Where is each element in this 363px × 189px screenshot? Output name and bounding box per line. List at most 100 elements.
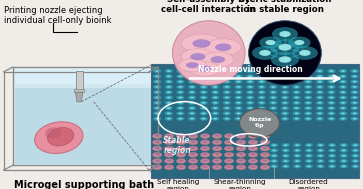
Ellipse shape <box>330 112 333 114</box>
Ellipse shape <box>211 90 219 94</box>
Ellipse shape <box>179 59 207 72</box>
Ellipse shape <box>188 134 198 139</box>
Text: Shear-thinning
region: Shear-thinning region <box>213 179 266 189</box>
Ellipse shape <box>237 81 240 82</box>
Ellipse shape <box>200 165 210 170</box>
Ellipse shape <box>200 159 210 163</box>
Ellipse shape <box>342 166 346 167</box>
Ellipse shape <box>246 106 254 110</box>
Ellipse shape <box>353 112 356 114</box>
Ellipse shape <box>306 70 310 72</box>
Ellipse shape <box>179 135 183 136</box>
Ellipse shape <box>272 76 275 77</box>
Ellipse shape <box>225 118 229 120</box>
Ellipse shape <box>224 159 234 163</box>
Ellipse shape <box>225 76 229 77</box>
Ellipse shape <box>172 21 245 85</box>
Ellipse shape <box>246 69 254 73</box>
Ellipse shape <box>306 91 310 93</box>
Ellipse shape <box>317 149 325 152</box>
Ellipse shape <box>237 70 240 72</box>
Ellipse shape <box>270 164 278 168</box>
Ellipse shape <box>200 90 208 94</box>
Ellipse shape <box>190 62 220 76</box>
Ellipse shape <box>272 70 275 72</box>
Ellipse shape <box>155 141 159 143</box>
Ellipse shape <box>351 69 359 73</box>
Ellipse shape <box>330 160 334 162</box>
Ellipse shape <box>248 102 252 104</box>
Ellipse shape <box>351 80 359 84</box>
Ellipse shape <box>152 159 162 163</box>
Ellipse shape <box>248 70 252 72</box>
Ellipse shape <box>272 144 276 146</box>
Ellipse shape <box>293 159 301 163</box>
Ellipse shape <box>342 155 346 156</box>
Ellipse shape <box>248 118 252 120</box>
Ellipse shape <box>293 74 301 78</box>
Ellipse shape <box>258 74 266 78</box>
Ellipse shape <box>153 112 161 115</box>
Ellipse shape <box>316 117 324 121</box>
Ellipse shape <box>167 141 171 143</box>
Ellipse shape <box>319 144 322 146</box>
Ellipse shape <box>316 96 324 99</box>
Bar <box>13 67 158 165</box>
Ellipse shape <box>182 34 221 53</box>
Ellipse shape <box>211 74 219 78</box>
Ellipse shape <box>295 160 299 162</box>
Ellipse shape <box>258 106 266 110</box>
Ellipse shape <box>339 112 347 115</box>
Ellipse shape <box>342 150 346 151</box>
Bar <box>74 89 84 92</box>
Ellipse shape <box>248 134 258 139</box>
Ellipse shape <box>339 80 347 84</box>
Ellipse shape <box>289 37 310 48</box>
Ellipse shape <box>270 143 278 147</box>
Ellipse shape <box>304 112 312 115</box>
Ellipse shape <box>205 39 241 56</box>
Ellipse shape <box>295 112 298 114</box>
Ellipse shape <box>339 106 347 110</box>
Ellipse shape <box>307 155 311 156</box>
Ellipse shape <box>188 146 198 151</box>
Ellipse shape <box>260 152 270 157</box>
Ellipse shape <box>284 150 287 151</box>
Ellipse shape <box>354 144 357 146</box>
Ellipse shape <box>211 101 219 105</box>
Ellipse shape <box>212 140 222 145</box>
Ellipse shape <box>48 127 74 146</box>
Ellipse shape <box>176 80 184 84</box>
Text: Printing nozzle ejecting
individual cell-only bioink: Printing nozzle ejecting individual cell… <box>4 6 111 25</box>
Ellipse shape <box>272 112 275 114</box>
Ellipse shape <box>295 102 298 104</box>
Ellipse shape <box>327 117 335 121</box>
Ellipse shape <box>304 106 312 110</box>
Ellipse shape <box>155 112 159 114</box>
Ellipse shape <box>269 96 277 99</box>
Ellipse shape <box>188 69 196 73</box>
Ellipse shape <box>213 91 217 93</box>
Ellipse shape <box>215 166 219 168</box>
Ellipse shape <box>316 74 324 78</box>
Ellipse shape <box>279 31 291 37</box>
Ellipse shape <box>215 160 219 161</box>
Ellipse shape <box>203 160 207 161</box>
Ellipse shape <box>223 96 231 99</box>
Ellipse shape <box>341 76 345 77</box>
Ellipse shape <box>167 160 171 161</box>
Ellipse shape <box>293 112 301 115</box>
Ellipse shape <box>223 112 231 115</box>
Ellipse shape <box>295 76 298 77</box>
Ellipse shape <box>281 117 289 121</box>
Ellipse shape <box>316 90 324 94</box>
Polygon shape <box>76 92 83 102</box>
Ellipse shape <box>188 90 196 94</box>
Ellipse shape <box>155 76 159 77</box>
Ellipse shape <box>260 76 264 77</box>
Ellipse shape <box>211 112 219 115</box>
Ellipse shape <box>295 118 298 120</box>
Ellipse shape <box>283 118 287 120</box>
Ellipse shape <box>153 96 161 99</box>
Ellipse shape <box>351 101 359 105</box>
